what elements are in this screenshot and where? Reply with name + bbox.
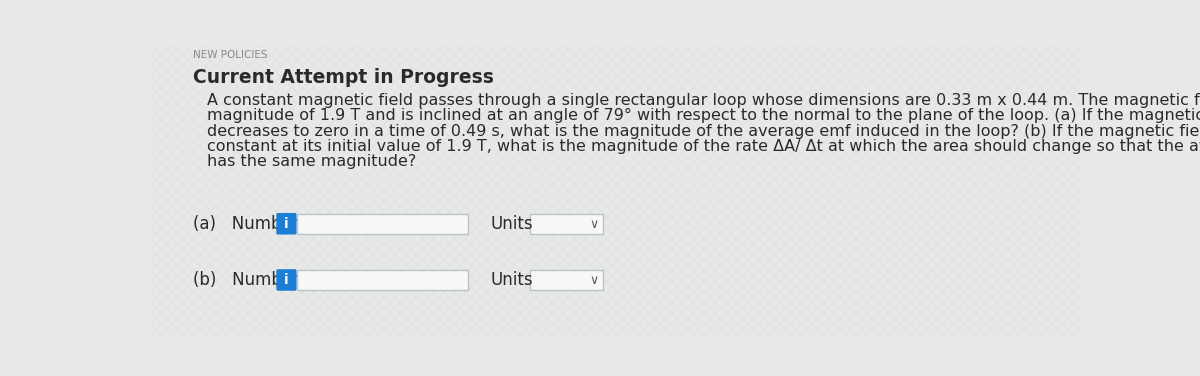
Text: Current Attempt in Progress: Current Attempt in Progress	[193, 68, 493, 87]
Text: i: i	[284, 273, 289, 287]
Text: has the same magnitude?: has the same magnitude?	[206, 155, 416, 170]
Text: (b)   Number: (b) Number	[193, 271, 299, 289]
FancyBboxPatch shape	[276, 213, 296, 235]
FancyBboxPatch shape	[529, 270, 604, 290]
Text: (a)   Number: (a) Number	[193, 215, 299, 233]
Text: ∨: ∨	[589, 274, 599, 287]
Text: Units: Units	[491, 271, 534, 289]
FancyBboxPatch shape	[298, 270, 468, 290]
Text: i: i	[284, 217, 289, 231]
Text: A constant magnetic field passes through a single rectangular loop whose dimensi: A constant magnetic field passes through…	[206, 93, 1200, 108]
Text: ∨: ∨	[589, 218, 599, 231]
Text: Units: Units	[491, 215, 534, 233]
Text: magnitude of 1.9 T and is inclined at an angle of 79° with respect to the normal: magnitude of 1.9 T and is inclined at an…	[206, 108, 1200, 123]
FancyBboxPatch shape	[298, 214, 468, 234]
Text: decreases to zero in a time of 0.49 s, what is the magnitude of the average emf : decreases to zero in a time of 0.49 s, w…	[206, 124, 1200, 139]
Text: NEW POLICIES: NEW POLICIES	[193, 50, 268, 60]
FancyBboxPatch shape	[529, 214, 604, 234]
Text: constant at its initial value of 1.9 T, what is the magnitude of the rate ΔA/ Δt: constant at its initial value of 1.9 T, …	[206, 139, 1200, 154]
FancyBboxPatch shape	[276, 269, 296, 291]
